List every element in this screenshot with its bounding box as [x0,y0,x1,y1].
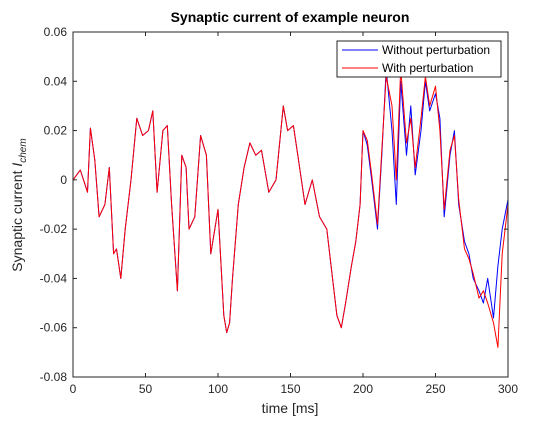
y-tick-label-5: 0.02 [44,124,68,138]
y-tick-label-3: -0.02 [40,222,68,236]
legend: Without perturbation With perturbation [336,40,502,78]
legend-label-without-perturbation: Without perturbation [382,43,490,57]
x-tick-label-4: 200 [353,382,373,396]
legend-box [336,40,502,78]
y-axis-label-symbol: I [9,163,25,167]
y-axis-label-text: Synaptic current [9,167,25,272]
x-tick-label-3: 150 [280,382,300,396]
y-tick-label-1: -0.06 [40,321,68,335]
x-tick-label-1: 50 [139,382,153,396]
series-line-0 [72,68,509,334]
y-tick-label-2: -0.04 [40,271,68,285]
y-axis-label: Synaptic current Ichem [9,138,29,271]
chart-title: Synaptic current of example neuron [171,9,410,25]
y-tick-label-0: -0.08 [40,370,68,384]
x-axis-label: time [ms] [262,400,319,416]
x-axis: 0 50 100 150 200 250 300 [70,32,518,396]
y-axis: -0.08 -0.06 -0.04 -0.02 0 0.02 0.04 0.06 [40,25,508,384]
x-tick-label-2: 100 [208,382,228,396]
series-line-1 [72,68,509,348]
y-tick-label-7: 0.06 [44,25,68,39]
series-layer [72,68,509,348]
plot-area [72,31,509,378]
y-tick-label-6: 0.04 [44,74,68,88]
y-axis-label-subscript: chem [18,138,29,162]
legend-label-with-perturbation: With perturbation [382,61,473,75]
y-tick-label-4: 0 [60,173,67,187]
x-tick-label-5: 250 [425,382,445,396]
x-tick-label-6: 300 [498,382,518,396]
x-tick-label-0: 0 [70,382,77,396]
plot-box [72,31,509,378]
